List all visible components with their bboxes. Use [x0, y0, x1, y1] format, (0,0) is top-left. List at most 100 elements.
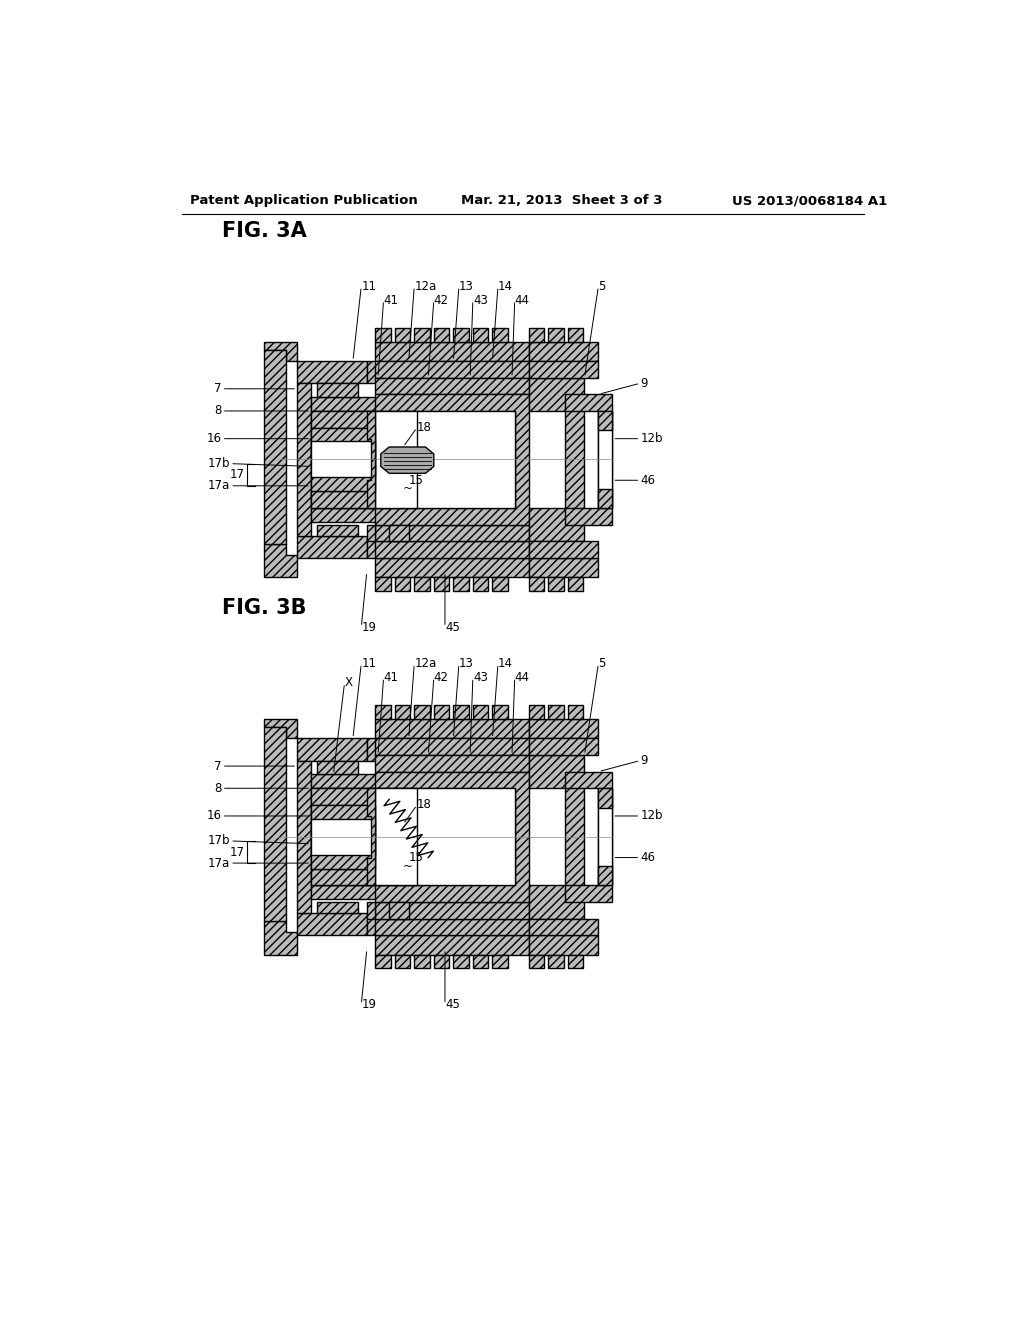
- Text: 43: 43: [473, 293, 487, 306]
- Bar: [434, 705, 450, 719]
- Bar: [375, 738, 528, 755]
- Bar: [548, 705, 563, 719]
- Bar: [395, 577, 410, 591]
- Polygon shape: [263, 342, 297, 362]
- Bar: [367, 902, 375, 919]
- Text: Patent Application Publication: Patent Application Publication: [190, 194, 418, 207]
- Bar: [375, 788, 515, 886]
- Text: 8: 8: [214, 781, 222, 795]
- Bar: [434, 327, 450, 342]
- Bar: [528, 327, 544, 342]
- Text: 9: 9: [640, 754, 648, 767]
- Bar: [528, 705, 544, 719]
- Text: 8: 8: [214, 404, 222, 417]
- Bar: [297, 362, 367, 383]
- Bar: [567, 954, 583, 969]
- Bar: [375, 719, 528, 738]
- Bar: [493, 954, 508, 969]
- Text: 18: 18: [417, 799, 432, 812]
- Bar: [454, 954, 469, 969]
- Polygon shape: [528, 755, 585, 919]
- Bar: [598, 788, 612, 808]
- Text: 17b: 17b: [208, 834, 230, 847]
- Bar: [528, 935, 598, 954]
- Text: 13: 13: [459, 280, 474, 293]
- Text: 46: 46: [640, 474, 655, 487]
- Bar: [434, 954, 450, 969]
- Bar: [367, 536, 409, 558]
- Bar: [567, 705, 583, 719]
- Bar: [375, 577, 390, 591]
- Text: 42: 42: [434, 293, 449, 306]
- Bar: [311, 491, 431, 508]
- Bar: [528, 342, 598, 362]
- Bar: [375, 378, 528, 395]
- Bar: [311, 397, 431, 411]
- Text: X: X: [344, 676, 352, 689]
- Text: FIG. 3B: FIG. 3B: [222, 598, 306, 618]
- Bar: [528, 738, 598, 755]
- Text: 14: 14: [498, 657, 513, 671]
- Bar: [375, 954, 390, 969]
- Text: FIG. 3A: FIG. 3A: [222, 220, 306, 240]
- Text: 7: 7: [214, 759, 222, 772]
- Text: 12b: 12b: [640, 809, 663, 822]
- Bar: [311, 428, 375, 491]
- Bar: [316, 383, 358, 397]
- Text: 15: 15: [409, 474, 424, 487]
- Bar: [297, 760, 311, 913]
- Bar: [454, 327, 469, 342]
- Bar: [473, 577, 488, 591]
- Bar: [297, 383, 311, 536]
- Bar: [528, 541, 598, 558]
- Text: 18: 18: [417, 421, 432, 434]
- Polygon shape: [528, 378, 585, 541]
- Bar: [493, 327, 508, 342]
- Bar: [528, 954, 544, 969]
- Text: ~: ~: [403, 859, 413, 873]
- Text: 12b: 12b: [640, 432, 663, 445]
- Bar: [316, 902, 358, 913]
- Text: 16: 16: [207, 809, 222, 822]
- Polygon shape: [263, 921, 297, 954]
- Bar: [528, 719, 598, 738]
- Text: 41: 41: [384, 293, 398, 306]
- Bar: [375, 788, 417, 886]
- Polygon shape: [367, 788, 375, 886]
- Text: 19: 19: [361, 620, 376, 634]
- Bar: [311, 805, 375, 869]
- Text: 5: 5: [598, 657, 606, 671]
- Bar: [375, 541, 528, 558]
- Text: 41: 41: [384, 671, 398, 684]
- Polygon shape: [565, 772, 612, 902]
- Text: 13: 13: [459, 657, 474, 671]
- Bar: [395, 954, 410, 969]
- Text: 12a: 12a: [415, 280, 436, 293]
- Bar: [375, 902, 528, 919]
- Bar: [434, 577, 450, 591]
- Bar: [395, 327, 410, 342]
- Bar: [389, 902, 409, 919]
- Text: 11: 11: [361, 657, 376, 671]
- Bar: [395, 705, 410, 719]
- Bar: [263, 727, 286, 921]
- Text: 45: 45: [445, 998, 460, 1011]
- Text: 12a: 12a: [415, 657, 436, 671]
- Bar: [367, 524, 375, 541]
- Bar: [367, 738, 409, 760]
- Text: US 2013/0068184 A1: US 2013/0068184 A1: [732, 194, 888, 207]
- Bar: [297, 536, 367, 558]
- Bar: [415, 577, 430, 591]
- Bar: [375, 411, 417, 508]
- Text: 9: 9: [640, 376, 648, 389]
- Bar: [454, 705, 469, 719]
- Bar: [316, 760, 358, 775]
- Text: 5: 5: [598, 280, 606, 293]
- Polygon shape: [375, 772, 528, 902]
- Bar: [367, 913, 409, 935]
- Text: 44: 44: [515, 293, 529, 306]
- Text: 17: 17: [229, 846, 245, 858]
- Text: 17b: 17b: [208, 457, 230, 470]
- Bar: [473, 705, 488, 719]
- Polygon shape: [375, 395, 528, 524]
